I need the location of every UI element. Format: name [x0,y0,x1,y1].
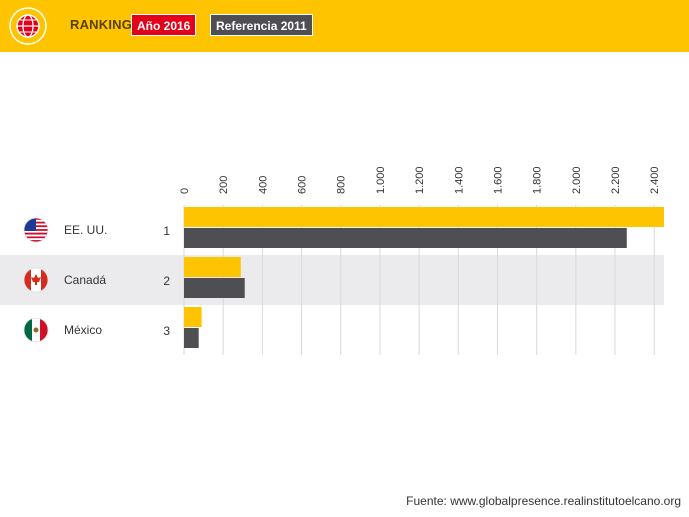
bar-2011 [184,228,627,248]
category-label: EE. UU. [64,223,107,237]
bar-2016 [184,257,241,277]
x-tick-label: 0 [179,188,191,194]
x-tick-label: 400 [257,176,269,194]
usa-flag-icon [23,217,49,243]
bar-2011 [184,328,199,348]
canada-flag-icon [23,267,49,293]
legend-ano-2016[interactable]: Año 2016 [131,14,197,36]
ranking-bar-chart: 0 200 400 600 800 1.000 1.200 1.400 1.600 1.800 2.… [0,166,664,355]
category-label: México [64,323,102,337]
x-tick-label: 200 [218,176,230,194]
bar-2011 [184,278,245,298]
header-bar: RANKING Año 2016 Referencia 2011 [0,0,689,52]
mexico-flag-icon [23,317,49,343]
x-tick-label: 2.000 [571,166,583,194]
row-background [0,255,664,305]
ranking-title: RANKING [70,17,133,32]
bar-2016 [184,207,664,227]
bar-2016 [184,307,202,327]
globe-logo-icon [9,7,47,45]
x-tick-label: 1.400 [453,166,465,194]
x-tick-label: 1.200 [414,166,426,194]
x-tick-label: 1.600 [492,166,504,194]
category-label: Canadá [64,273,106,287]
legend-referencia-2011[interactable]: Referencia 2011 [210,14,313,36]
x-tick-label: 800 [336,176,348,194]
rank-label: 3 [163,324,170,338]
x-tick-label: 2.200 [610,166,622,194]
x-tick-label: 2.400 [649,166,661,194]
rank-label: 1 [163,224,170,238]
x-tick-label: 1.800 [532,166,544,194]
x-tick-label: 1.000 [375,166,387,194]
rank-label: 2 [163,274,170,288]
source-note: Fuente: www.globalpresence.realinstituto… [406,494,681,508]
x-tick-label: 600 [297,176,309,194]
